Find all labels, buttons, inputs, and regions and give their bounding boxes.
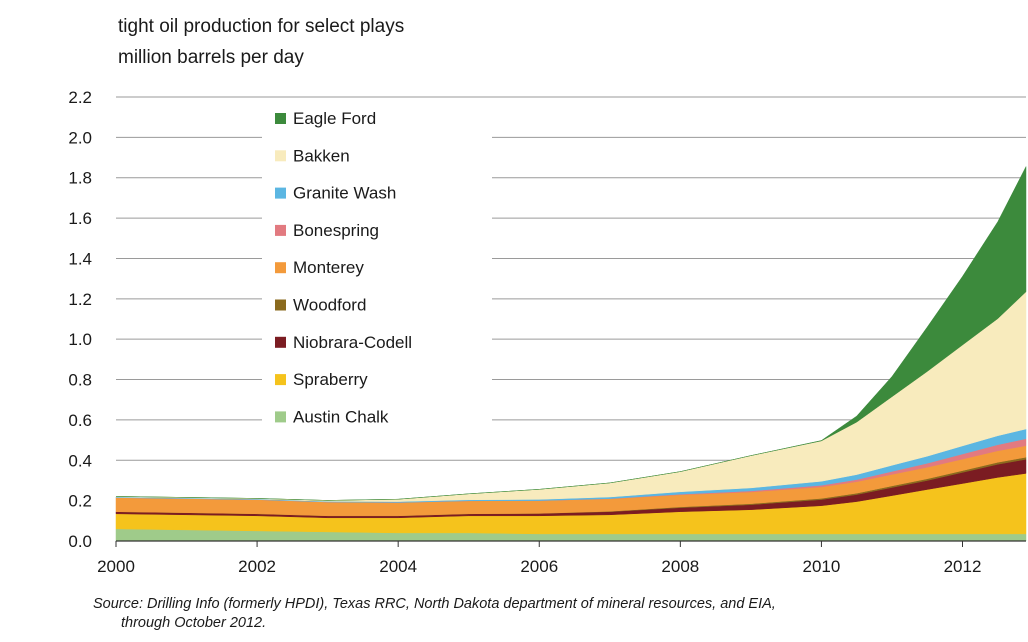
legend-label: Austin Chalk: [293, 407, 389, 426]
source-text: Source: Drilling Info (formerly HPDI), T…: [93, 596, 776, 612]
legend-swatch: [275, 187, 286, 199]
legend-label: Granite Wash: [293, 184, 396, 203]
legend-swatch: [275, 224, 286, 236]
y-tick-label: 2.0: [68, 128, 92, 147]
x-tick-label: 2010: [803, 557, 841, 576]
y-tick-label: 1.8: [68, 169, 92, 188]
area-eagle-ford: [115, 166, 1027, 501]
y-tick-label: 2.2: [68, 88, 92, 107]
legend-label: Monterey: [293, 258, 364, 277]
x-tick-label: 2002: [238, 557, 276, 576]
y-tick-label: 0.2: [68, 492, 92, 511]
y-tick-label: 0.4: [68, 451, 92, 470]
y-tick-label: 1.2: [68, 290, 92, 309]
y-tick-label: 0.6: [68, 411, 92, 430]
y-tick-label: 1.6: [68, 209, 92, 228]
legend-label: Bonespring: [293, 221, 379, 240]
legend-swatch: [275, 299, 286, 311]
y-tick-label: 0.8: [68, 371, 92, 390]
legend-swatch: [275, 336, 286, 348]
x-tick-label: 2006: [520, 557, 558, 576]
legend-label: Niobrara-Codell: [293, 333, 412, 352]
y-tick-label: 1.0: [68, 330, 92, 349]
x-tick-label: 2004: [379, 557, 417, 576]
tight-oil-area-chart: 0.0 0.2 0.4 0.6 0.8 1.0 1.2 1.4 1.6 1.8 2.0 2.2 2000…: [68, 88, 1027, 576]
legend-label: Spraberry: [293, 370, 368, 389]
chart-units: million barrels per day: [118, 47, 304, 68]
legend-label: Eagle Ford: [293, 109, 376, 128]
legend-swatch: [275, 411, 286, 423]
x-tick-label: 2012: [944, 557, 982, 576]
chart-title: tight oil production for select plays: [118, 16, 405, 37]
y-tick-label: 0.0: [68, 532, 92, 551]
source-text-continued: through October 2012.: [121, 615, 267, 631]
legend-swatch: [275, 150, 286, 162]
source-note: Source: Drilling Info (formerly HPDI), T…: [93, 595, 993, 633]
x-tick-label: 2000: [97, 557, 135, 576]
legend-swatch: [275, 262, 286, 274]
legend-swatch: [275, 374, 286, 386]
legend-label: Bakken: [293, 146, 350, 165]
x-tick-label: 2008: [661, 557, 699, 576]
legend-label: Woodford: [293, 296, 366, 315]
y-tick-label: 1.4: [68, 249, 92, 268]
legend-background: [262, 101, 492, 441]
legend-swatch: [275, 113, 286, 124]
